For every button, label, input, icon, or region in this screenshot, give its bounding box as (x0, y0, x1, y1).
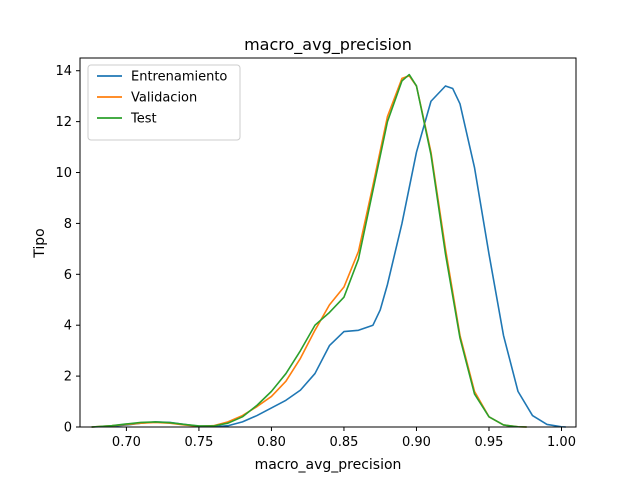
x-tick-label: 1.00 (547, 435, 576, 450)
x-tick-label: 0.90 (402, 435, 431, 450)
series-layer (91, 73, 566, 428)
y-axis-label: Tipo (32, 228, 48, 258)
x-tick-label: 0.85 (329, 435, 358, 450)
y-tick-label: 0 (64, 421, 72, 436)
y-tick-label: 6 (64, 268, 72, 283)
x-tick-label: 0.95 (475, 435, 504, 450)
legend-label-1: Entrenamiento (131, 70, 227, 85)
axes-layer: 0.70 0.75 0.80 0.85 0.90 0.95 1.00 0 2 4 6 8 10 12 14 (55, 57, 577, 450)
x-tick-label: 0.70 (112, 435, 141, 450)
legend-label-2: Validacion (131, 91, 197, 106)
legend-box (87, 64, 241, 141)
y-tick-label: 8 (64, 217, 72, 232)
chart-title: macro_avg_precision (244, 35, 412, 55)
y-tick-label: 2 (64, 370, 72, 385)
x-axis-label: macro_avg_precision (255, 457, 402, 473)
legend: Entrenamiento Validacion Test (87, 64, 241, 141)
y-tick-label: 4 (64, 319, 72, 334)
y-tick-label: 10 (55, 166, 72, 181)
series-line-3 (91, 73, 527, 428)
legend-label-3: Test (130, 112, 157, 127)
y-tick-label: 12 (55, 115, 72, 130)
x-tick-label: 0.75 (184, 435, 213, 450)
axes-frame (79, 57, 577, 428)
y-tick-label: 14 (55, 64, 72, 79)
x-tick-label: 0.80 (257, 435, 286, 450)
